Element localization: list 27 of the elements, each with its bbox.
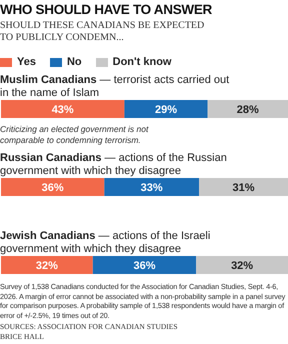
bar	[1, 178, 104, 196]
bar	[1, 100, 124, 118]
text: SHOULD THESE CANADIANS BE EXPECTED TO PUBLICLY CONDEMN...	[0, 20, 206, 44]
bar	[199, 178, 288, 196]
y-tick-label: Jewish Canadians — actions of the Israeli government with which they disagree	[0, 230, 210, 255]
bar	[208, 100, 288, 118]
data-label: 36%	[133, 260, 156, 272]
bar	[92, 256, 196, 274]
data-label: 32%	[231, 260, 254, 272]
chart-title: WHO SHOULD HAVE TO ANSWER	[0, 2, 212, 17]
y-tick-label: Russian Canadians — actions of the Russian government with which they disagree	[0, 152, 227, 177]
data-label: 29%	[155, 104, 178, 116]
legend-label: Yes	[17, 56, 36, 68]
legend-label: Don't know	[112, 56, 172, 68]
data-label: 36%	[42, 182, 64, 194]
data-label: 28%	[236, 104, 260, 116]
bar	[196, 256, 288, 274]
data-label: 33%	[140, 182, 163, 194]
bar	[124, 100, 208, 118]
annotation: Criticizing an elected government is not comparable to condemning terrorism.	[0, 124, 150, 146]
y-tick-label: Muslim Canadians — terrorist acts carried out in the name of Islam	[0, 74, 230, 99]
bar	[1, 256, 93, 274]
data-label: 43%	[52, 104, 74, 116]
legend-label: No	[66, 56, 82, 68]
bar	[104, 178, 200, 196]
data-label: 32%	[36, 260, 58, 272]
data-label: 31%	[232, 182, 255, 194]
